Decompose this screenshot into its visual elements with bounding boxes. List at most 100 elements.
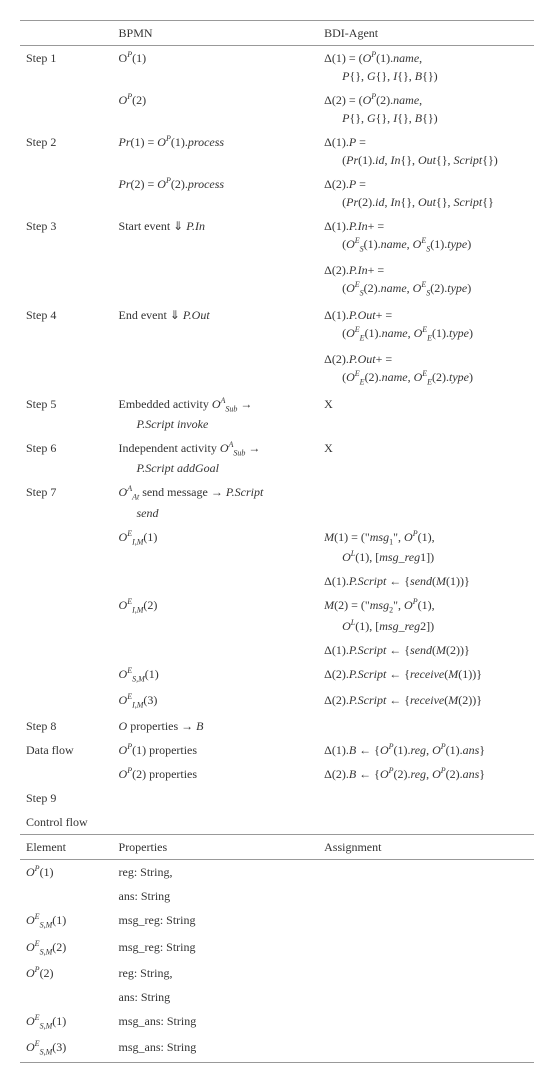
- cell: Step 9: [20, 786, 113, 810]
- header2-assignment: Assignment: [318, 835, 534, 860]
- table-row: OES,M(1)msg_ans: String: [20, 1009, 534, 1035]
- table-row: Δ(2).P.Out+ =(OEE(2).name, OEE(2).type): [20, 347, 534, 391]
- cell: [113, 347, 319, 391]
- cell: Control flow: [20, 810, 113, 835]
- cell: [318, 985, 534, 1009]
- cell: Δ(2) = (OP(2).name,P{}, G{}, I{}, B{}): [318, 88, 534, 130]
- cell: OES,M(3): [20, 1035, 113, 1062]
- table-row: Pr(2) = OP(2).processΔ(2).P =(Pr(2).id, …: [20, 172, 534, 214]
- cell: Pr(2) = OP(2).process: [113, 172, 319, 214]
- cell: X: [318, 392, 534, 436]
- table-row: OES,M(3)msg_ans: String: [20, 1035, 534, 1062]
- cell: OP(1): [113, 46, 319, 88]
- table-row: Step 8O properties → B: [20, 714, 534, 738]
- cell: [318, 480, 534, 524]
- cell: Step 3: [20, 214, 113, 258]
- cell: M(2) = ("msg2", OP(1),OL(1), [msg_reg2]): [318, 593, 534, 637]
- table-row: Δ(2).P.In+ =(OES(2).name, OES(2).type): [20, 258, 534, 302]
- cell: End event ⇓ P.Out: [113, 303, 319, 347]
- table-header-row: BPMN BDI-Agent: [20, 21, 534, 46]
- table-row: OEI,M(1)M(1) = ("msg1", OP(1),OL(1), [ms…: [20, 525, 534, 569]
- cell: [20, 569, 113, 593]
- cell: OAAt send message → P.Scriptsend: [113, 480, 319, 524]
- header-bdi: BDI-Agent: [318, 21, 534, 46]
- table-row: Δ(1).P.Script ← {send(M(2))}: [20, 638, 534, 662]
- cell: OES,M(1): [113, 662, 319, 688]
- cell: [113, 638, 319, 662]
- header-blank: [20, 21, 113, 46]
- cell: X: [318, 436, 534, 480]
- table-body-elements: OP(1)reg: String,ans: StringOES,M(1)msg_…: [20, 860, 534, 1062]
- table-row: Step 9: [20, 786, 534, 810]
- cell: OES,M(1): [20, 908, 113, 934]
- cell: [20, 347, 113, 391]
- table-row: ans: String: [20, 985, 534, 1009]
- transformation-table: BPMN BDI-Agent Step 1OP(1)Δ(1) = (OP(1).…: [20, 20, 534, 1063]
- table-row: Step 7OAAt send message → P.Scriptsend: [20, 480, 534, 524]
- table-row: OP(1)reg: String,: [20, 860, 534, 884]
- cell: reg: String,: [113, 860, 319, 884]
- cell: [20, 593, 113, 637]
- table-row: Data flowOP(1) propertiesΔ(1).B ← {OP(1)…: [20, 738, 534, 762]
- cell: [20, 172, 113, 214]
- table-row: Δ(1).P.Script ← {send(M(1))}: [20, 569, 534, 593]
- table-header2-row: Element Properties Assignment: [20, 835, 534, 860]
- table-row: ans: String: [20, 884, 534, 908]
- cell: Δ(2).B ← {OP(2).reg, OP(2).ans}: [318, 762, 534, 786]
- cell: OP(1): [20, 860, 113, 884]
- cell: [20, 762, 113, 786]
- cell: M(1) = ("msg1", OP(1),OL(1), [msg_reg1]): [318, 525, 534, 569]
- cell: [113, 810, 319, 835]
- cell: Pr(1) = OP(1).process: [113, 130, 319, 172]
- cell: OES,M(1): [20, 1009, 113, 1035]
- cell: msg_reg: String: [113, 935, 319, 961]
- cell: Δ(1).P.Script ← {send(M(1))}: [318, 569, 534, 593]
- cell: Embedded activity OASub →P.Script invoke: [113, 392, 319, 436]
- table-row: OP(2)reg: String,: [20, 961, 534, 985]
- table-row: OEI,M(2)M(2) = ("msg2", OP(1),OL(1), [ms…: [20, 593, 534, 637]
- cell: OEI,M(3): [113, 688, 319, 714]
- cell: [113, 786, 319, 810]
- cell: Step 7: [20, 480, 113, 524]
- cell: [20, 638, 113, 662]
- cell: Data flow: [20, 738, 113, 762]
- cell: Step 6: [20, 436, 113, 480]
- cell: Step 4: [20, 303, 113, 347]
- cell: [318, 884, 534, 908]
- cell: [113, 258, 319, 302]
- cell: [20, 662, 113, 688]
- cell: Step 2: [20, 130, 113, 172]
- cell: Independent activity OASub →P.Script add…: [113, 436, 319, 480]
- cell: Δ(2).P.Script ← {receive(M(1))}: [318, 662, 534, 688]
- cell: OEI,M(2): [113, 593, 319, 637]
- cell: [318, 935, 534, 961]
- cell: Δ(2).P.In+ =(OES(2).name, OES(2).type): [318, 258, 534, 302]
- table-row: OP(2)Δ(2) = (OP(2).name,P{}, G{}, I{}, B…: [20, 88, 534, 130]
- cell: [20, 985, 113, 1009]
- cell: [318, 860, 534, 884]
- cell: Δ(1).B ← {OP(1).reg, OP(1).ans}: [318, 738, 534, 762]
- header2-properties: Properties: [113, 835, 319, 860]
- cell: [20, 88, 113, 130]
- cell: [20, 525, 113, 569]
- cell: O properties → B: [113, 714, 319, 738]
- cell: [20, 258, 113, 302]
- cell: Δ(1).P =(Pr(1).id, In{}, Out{}, Script{}…: [318, 130, 534, 172]
- cell: msg_ans: String: [113, 1009, 319, 1035]
- header2-element: Element: [20, 835, 113, 860]
- cell: [318, 908, 534, 934]
- table-row: OES,M(1)msg_reg: String: [20, 908, 534, 934]
- cell: Step 5: [20, 392, 113, 436]
- table-row: OEI,M(3)Δ(2).P.Script ← {receive(M(2))}: [20, 688, 534, 714]
- cell: OP(1) properties: [113, 738, 319, 762]
- cell: [318, 1035, 534, 1062]
- cell: Δ(1) = (OP(1).name,P{}, G{}, I{}, B{}): [318, 46, 534, 88]
- table-row: Step 5Embedded activity OASub →P.Script …: [20, 392, 534, 436]
- table-row: OP(2) propertiesΔ(2).B ← {OP(2).reg, OP(…: [20, 762, 534, 786]
- cell: OEI,M(1): [113, 525, 319, 569]
- cell: ans: String: [113, 884, 319, 908]
- cell: [318, 1009, 534, 1035]
- cell: Step 8: [20, 714, 113, 738]
- cell: msg_ans: String: [113, 1035, 319, 1062]
- cell: Δ(2).P.Script ← {receive(M(2))}: [318, 688, 534, 714]
